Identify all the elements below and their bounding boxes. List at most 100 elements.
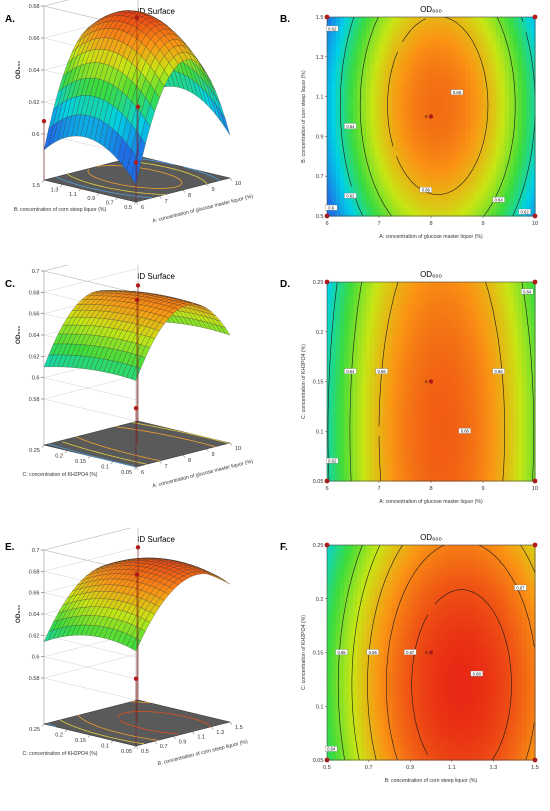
heat-cell [435,96,440,101]
heat-cell [431,469,436,474]
heat-cell [505,175,510,180]
heat-cell [340,294,345,299]
heat-cell [435,369,440,374]
heat-cell [492,125,497,130]
heat-cell [414,38,419,43]
heat-cell [362,402,367,407]
design-point [136,105,140,109]
heat-cell [505,179,510,184]
heat-cell [448,340,453,345]
heat-cell [327,361,332,366]
heat-cell [396,406,401,411]
heat-cell [383,191,388,196]
heat-cell [392,87,397,92]
heat-cell [440,46,445,51]
heat-cell [500,87,505,92]
heat-cell [388,427,393,432]
heat-cell [474,179,479,184]
heat-cell [513,63,518,68]
heat-cell [405,63,410,68]
heat-cell [340,133,345,138]
heat-cell [392,323,397,328]
heat-cell [470,79,475,84]
heat-cell [353,54,358,59]
y-tick-label: 0.25 [29,448,40,454]
heat-cell [440,423,445,428]
heat-cell [405,204,410,209]
heat-cell [466,42,471,47]
heat-cell [375,92,380,97]
heat-cell [457,423,462,428]
heat-cell [422,394,427,399]
heat-cell [388,187,393,192]
heat-cell [470,75,475,80]
heat-cell [349,34,354,39]
heat-cell [440,440,445,445]
heat-cell [392,83,397,88]
heat-cell [331,183,336,188]
heat-cell [362,440,367,445]
heat-cell [379,154,384,159]
heat-cell [487,42,492,47]
heat-cell [340,390,345,395]
heat-cell [379,54,384,59]
heat-cell [526,137,531,142]
heat-cell [418,427,423,432]
heat-cell [357,195,362,200]
heat-cell [370,340,375,345]
heat-cell [349,294,354,299]
heat-cell [353,112,358,117]
y-tick-label: 1.1 [316,95,324,101]
heat-cell [340,38,345,43]
heat-cell [414,352,419,357]
heat-cell [357,435,362,440]
heat-cell [344,348,349,353]
heat-cell [500,75,505,80]
heat-cell [401,386,406,391]
heat-cell [349,423,354,428]
heat-cell [344,394,349,399]
heat-cell [496,112,501,117]
heat-cell [396,348,401,353]
heat-cell [418,195,423,200]
heat-cell [466,137,471,142]
heat-cell [470,444,475,449]
heat-cell [379,344,384,349]
heat-cell [344,286,349,291]
heat-cell [448,179,453,184]
heat-cell [448,125,453,130]
heat-cell [370,319,375,324]
heat-cell [362,158,367,163]
heat-cell [336,311,341,316]
heat-cell [370,121,375,126]
heat-cell [470,175,475,180]
heat-cell [396,191,401,196]
heat-cell [396,423,401,428]
heat-cell [470,319,475,324]
heat-cell [396,129,401,134]
heat-cell [370,104,375,109]
heat-cell [461,303,466,308]
heat-cell [340,402,345,407]
heat-cell [370,100,375,105]
heat-cell [383,71,388,76]
heat-cell [440,187,445,192]
heat-cell [483,175,488,180]
heat-cell [422,63,427,68]
heat-cell [357,17,362,22]
heat-cell [418,121,423,126]
contour-label: 0.62 [328,26,337,31]
heat-cell [396,299,401,304]
heat-cell [448,357,453,362]
heat-cell [362,38,367,43]
heat-cell [366,369,371,374]
heat-cell [448,423,453,428]
heat-cell [457,415,462,420]
heat-cell [522,141,527,146]
heat-cell [479,427,484,432]
heat-cell [453,352,458,357]
heat-cell [440,365,445,370]
heat-cell [349,166,354,171]
heat-cell [392,365,397,370]
heat-cell [357,440,362,445]
